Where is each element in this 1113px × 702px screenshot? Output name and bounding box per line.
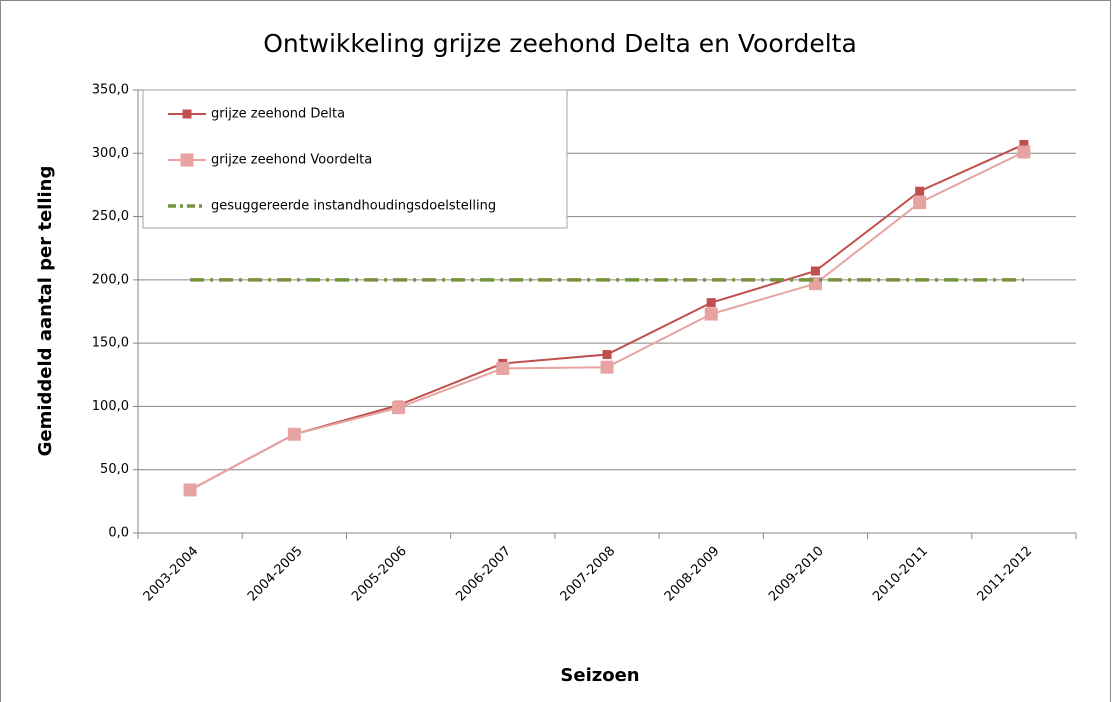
series-marker bbox=[1019, 139, 1029, 149]
x-tick-label: 2007-2008 bbox=[558, 544, 619, 605]
y-tick-label: 300,0 bbox=[92, 146, 129, 161]
y-tick-label: 250,0 bbox=[92, 209, 129, 224]
series-marker bbox=[392, 401, 406, 415]
chart-title: Ontwikkeling grijze zeehond Delta en Voo… bbox=[263, 29, 857, 58]
series-marker bbox=[600, 360, 614, 374]
legend-label: grijze zeehond Delta bbox=[211, 107, 345, 122]
series-marker bbox=[915, 186, 925, 196]
x-axis-label: Seizoen bbox=[560, 665, 639, 686]
x-tick-label: 2009-2010 bbox=[766, 544, 827, 605]
legend-marker bbox=[180, 153, 194, 167]
series-marker bbox=[287, 427, 301, 441]
y-tick-label: 200,0 bbox=[92, 272, 129, 287]
legend-box bbox=[142, 89, 568, 229]
series-marker bbox=[706, 298, 716, 308]
y-tick-label: 100,0 bbox=[92, 399, 129, 414]
x-tick-label: 2008-2009 bbox=[662, 544, 723, 605]
series-marker bbox=[496, 361, 510, 375]
x-tick-label: 2010-2011 bbox=[870, 544, 931, 605]
legend-label: gesuggereerde instandhoudingsdoelstellin… bbox=[211, 199, 496, 214]
x-tick-label: 2006-2007 bbox=[453, 544, 514, 605]
legend-marker bbox=[182, 109, 192, 119]
x-tick-label: 2011-2012 bbox=[974, 544, 1035, 605]
x-tick-label: 2005-2006 bbox=[349, 544, 410, 605]
y-axis-label: Gemiddeld aantal per telling bbox=[35, 166, 56, 457]
x-tick-label: 2004-2005 bbox=[245, 544, 306, 605]
y-tick-label: 150,0 bbox=[92, 336, 129, 351]
legend-label: grijze zeehond Voordelta bbox=[211, 153, 372, 168]
series-marker bbox=[602, 350, 612, 360]
series-marker bbox=[913, 196, 927, 210]
series-marker bbox=[183, 483, 197, 497]
series-marker bbox=[704, 307, 718, 321]
series-marker bbox=[810, 266, 820, 276]
series-marker bbox=[1017, 145, 1031, 159]
x-tick-label: 2003-2004 bbox=[141, 544, 202, 605]
y-tick-label: 0,0 bbox=[108, 526, 129, 541]
y-tick-label: 350,0 bbox=[92, 83, 129, 98]
y-tick-label: 50,0 bbox=[100, 462, 129, 477]
